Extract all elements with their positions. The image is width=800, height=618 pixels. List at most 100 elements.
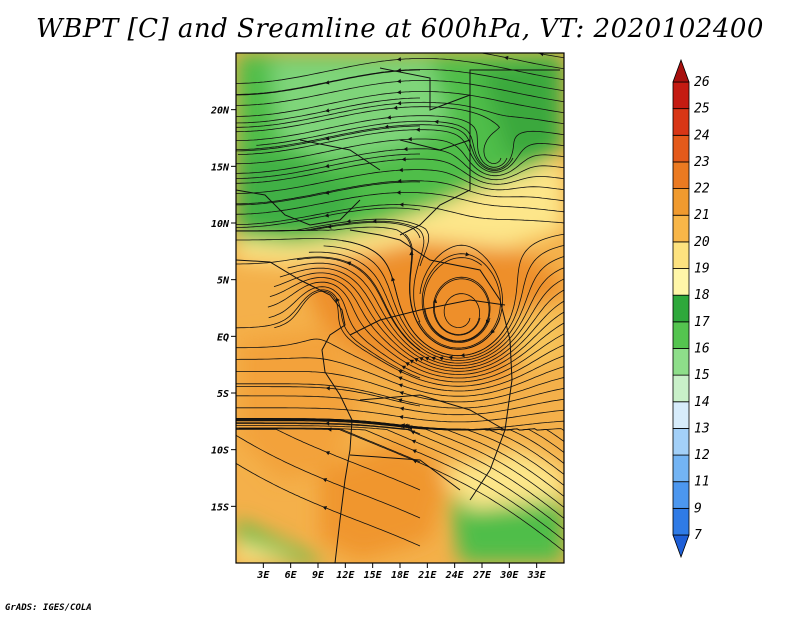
streamline-arrow	[403, 146, 408, 152]
streamline-arrow	[448, 355, 453, 360]
streamline	[237, 129, 564, 173]
streamline-arrow	[327, 427, 332, 432]
streamline-arrow	[325, 386, 330, 391]
streamline-arrow	[372, 219, 377, 224]
streamline-arrow	[335, 297, 340, 303]
lat-tick-label: 10S	[211, 446, 229, 457]
streamline-arrow	[325, 451, 330, 456]
streamline-arrow	[485, 319, 490, 325]
streamline	[236, 204, 564, 225]
streamline-arrow	[322, 478, 328, 483]
streamline-arrow	[407, 136, 412, 142]
streamline-arrow	[539, 53, 544, 57]
colorbar: 7 9 11 12 13 14 15 16 17 18 19 20 21 22 23 24 25 26	[672, 58, 710, 559]
streamline-arrow	[396, 79, 401, 84]
colorbar-box	[672, 241, 690, 269]
streamline	[236, 69, 420, 96]
streamline-arrow	[504, 55, 509, 61]
colorbar-label: 12	[694, 448, 710, 463]
streamline-arrow	[409, 359, 414, 364]
colorbar-box	[672, 108, 690, 136]
streamline	[256, 120, 564, 170]
colorbar-box	[672, 428, 690, 456]
longitude-axis: 3E 6E 9E 12E 15E 18E 21E 24E 27E 30E 33E	[256, 563, 547, 581]
lon-tick-label: 30E	[499, 570, 519, 581]
colorbar-box	[672, 481, 690, 509]
streamline-arrow	[397, 101, 402, 106]
lat-tick-label: EQ	[217, 332, 229, 343]
streamline	[236, 425, 564, 530]
streamline	[236, 115, 508, 168]
lon-tick-label: 9E	[312, 570, 325, 581]
streamline-arrow	[399, 414, 404, 420]
grads-credit: GrADS: IGES/COLA	[5, 603, 92, 613]
streamline-arrow	[396, 68, 402, 73]
colorbar-label: 20	[694, 235, 710, 250]
streamline-arrow	[398, 383, 403, 388]
lon-tick-label: 27E	[472, 570, 492, 581]
wbpt-field	[236, 53, 564, 563]
lat-tick-label: 15N	[211, 162, 230, 173]
colorbar-label: 11	[694, 475, 710, 490]
streamline-arrow	[401, 157, 406, 162]
streamline-arrow	[408, 425, 413, 431]
lon-tick-label: 21E	[417, 570, 437, 581]
streamline-arrow	[399, 390, 404, 396]
streamline-arrow	[414, 358, 419, 362]
lat-tick-label: 15S	[211, 502, 229, 513]
streamline-arrow	[431, 356, 436, 361]
colorbar-box	[672, 507, 690, 536]
streamline	[269, 277, 564, 375]
streamline-arrow	[415, 127, 420, 132]
streamline-arrow	[384, 124, 389, 129]
colorbar-label: 26	[694, 75, 710, 90]
colorbar-label: 25	[694, 102, 710, 117]
streamline	[236, 158, 564, 185]
streamline-arrow	[391, 276, 396, 282]
colorbar-label: 17	[694, 315, 710, 330]
streamline	[236, 138, 564, 177]
lon-tick-label: 15E	[364, 570, 383, 581]
colorbar-box	[672, 374, 690, 403]
streamline	[236, 148, 564, 181]
streamline	[267, 281, 564, 379]
streamline	[297, 257, 564, 364]
streamline	[323, 245, 564, 359]
lat-tick-label: 5S	[217, 389, 229, 400]
lon-tick-label: 33E	[527, 570, 547, 581]
colorbar-label: 14	[694, 395, 710, 410]
colorbar-box	[672, 81, 690, 110]
streamline	[236, 423, 564, 519]
streamline	[236, 395, 564, 416]
streamline-arrow	[324, 190, 330, 195]
colorbar-label: 22	[694, 182, 710, 197]
colorbar-label: 21	[694, 208, 710, 223]
colorbar-box	[672, 348, 690, 376]
streamline	[479, 53, 564, 70]
colorbar-box	[672, 214, 690, 243]
streamline-arrow	[438, 356, 444, 361]
colorbar-label: 16	[694, 341, 710, 356]
colorbar-box	[672, 321, 690, 349]
lon-tick-label: 18E	[391, 570, 410, 581]
colorbar-label: 13	[694, 421, 710, 436]
streamline	[236, 407, 564, 423]
streamline	[424, 278, 490, 342]
streamline-arrow	[325, 163, 330, 169]
colorbar-label: 18	[694, 288, 710, 303]
streamline	[423, 257, 491, 342]
lat-tick-label: 10N	[211, 219, 230, 230]
streamline-arrow	[346, 219, 351, 224]
streamline	[274, 290, 564, 387]
colorbar-box	[672, 161, 690, 189]
streamline-arrow	[401, 365, 407, 370]
streamline-arrow	[324, 213, 329, 218]
streamline-arrow	[465, 252, 470, 257]
colorbar-label: 9	[694, 501, 702, 516]
colorbar-upper-arrow	[672, 58, 690, 83]
latitude-axis: 20N 15N 10N 5N EQ 5S 10S 15S	[210, 106, 236, 513]
streamline-arrow	[411, 439, 417, 444]
streamline	[244, 226, 501, 350]
streamline	[236, 419, 564, 497]
